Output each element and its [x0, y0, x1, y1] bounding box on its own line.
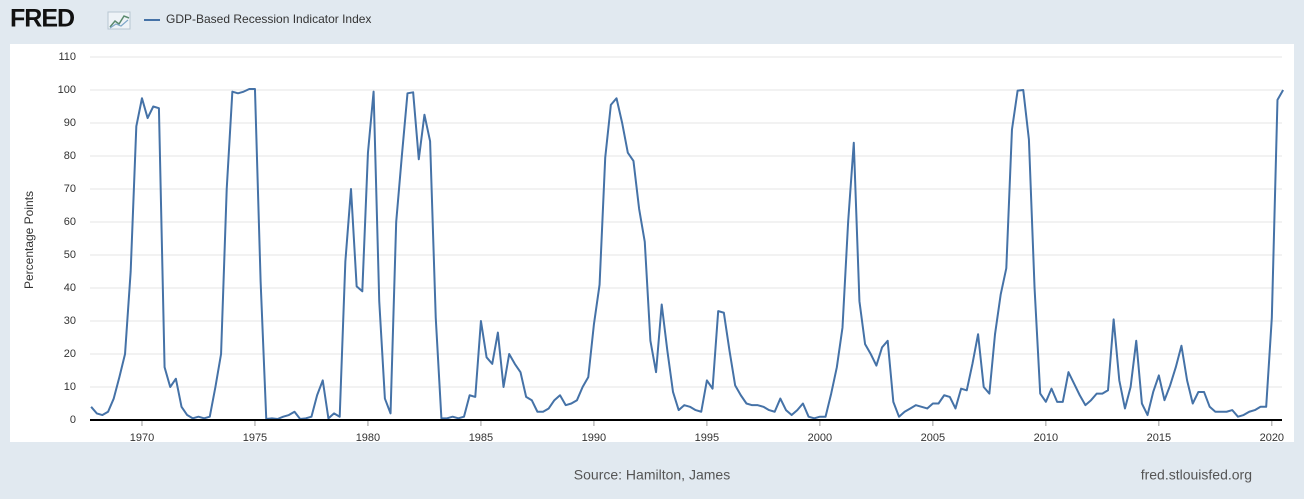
line-series	[90, 88, 1284, 421]
x-tick-label: 1970	[130, 432, 154, 444]
y-tick-label: 90	[64, 117, 76, 129]
x-tick-label: 2020	[1260, 432, 1284, 444]
x-tick-label: 2015	[1147, 432, 1171, 444]
source: Source: Hamilton, James	[574, 467, 730, 483]
y-tick-label: 40	[64, 282, 76, 294]
y-tick-label: 70	[64, 183, 76, 195]
x-tick-label: 1985	[469, 432, 493, 444]
logo[interactable]: FRED	[10, 5, 75, 33]
x-tick-label: 1975	[243, 432, 267, 444]
y-tick-label: 100	[58, 84, 76, 96]
y-tick-label: 20	[64, 348, 76, 360]
logo-icon	[107, 11, 131, 30]
x-tick-label: 1980	[356, 432, 380, 444]
x-tick-label: 2005	[921, 432, 945, 444]
y-tick-label: 60	[64, 216, 76, 228]
x-tick-label: 2010	[1034, 432, 1058, 444]
y-tick-label: 0	[70, 414, 76, 426]
legend-label: GDP-Based Recession Indicator Index	[166, 12, 371, 26]
site: fred.stlouisfed.org	[1141, 467, 1252, 483]
y-tick-label: 50	[64, 249, 76, 261]
plot-background	[10, 44, 1294, 442]
y-axis-label: Percentage Points	[22, 191, 36, 289]
y-tick-label: 10	[64, 381, 76, 393]
x-tick-label: 1990	[582, 432, 606, 444]
y-tick-label: 110	[58, 51, 76, 63]
x-tick-label: 2000	[808, 432, 832, 444]
x-tick-label: 1995	[695, 432, 719, 444]
y-tick-label: 80	[64, 150, 76, 162]
y-tick-label: 30	[64, 315, 76, 327]
